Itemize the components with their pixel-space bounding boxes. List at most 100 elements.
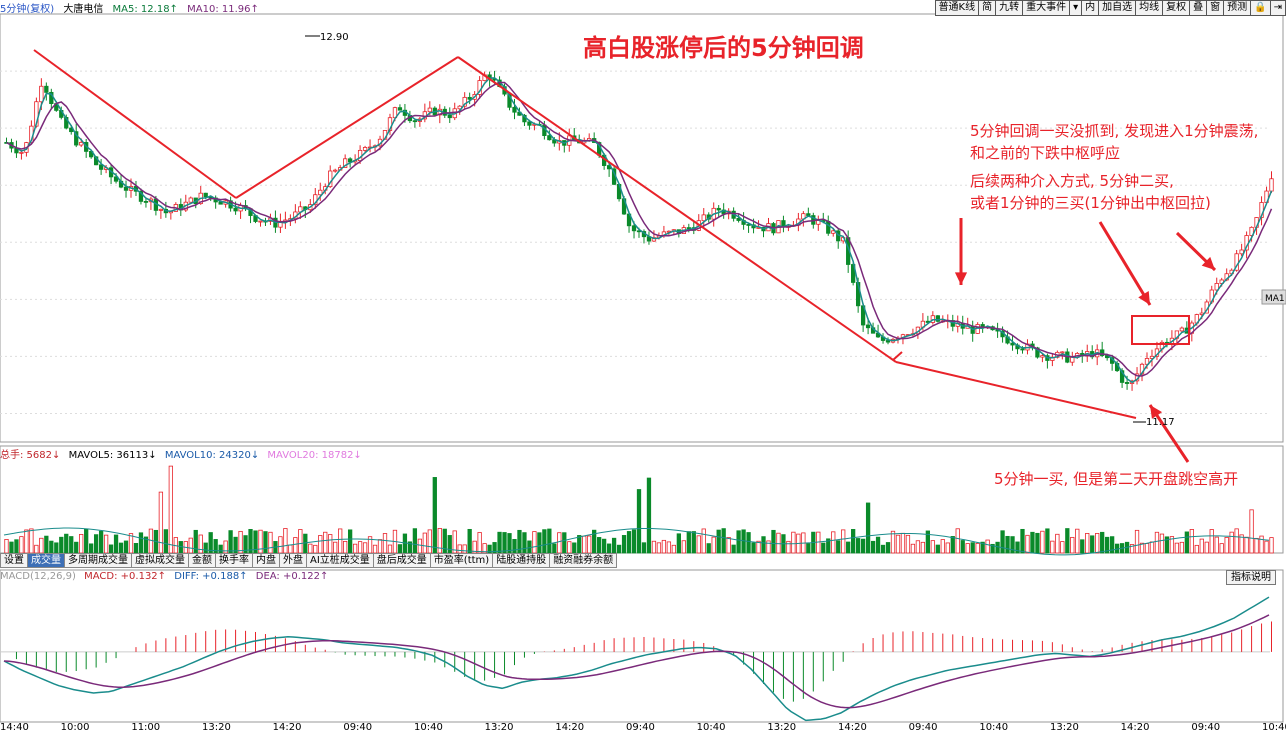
volume-bar-79 (397, 544, 403, 554)
volume-bar-74 (372, 544, 378, 554)
indicator-tab-10[interactable]: 市盈率(ttm) (429, 553, 494, 568)
volume-bar-44 (223, 540, 228, 554)
toolbar-button-2[interactable]: 九转 (995, 0, 1024, 16)
volume-bar-14 (74, 541, 79, 554)
indicator-tab-0[interactable]: 设置 (0, 553, 28, 568)
macd-name: MACD(12,26,9) (0, 571, 76, 582)
toolbar-button-6[interactable]: 加自选 (1098, 0, 1137, 16)
volume-bar-155 (776, 532, 781, 554)
volume-bar-20 (103, 534, 109, 554)
volume-bar-218 (1090, 535, 1095, 554)
candle-body-68 (343, 158, 348, 168)
volume-bar-40 (203, 542, 208, 554)
toolbar-button-7[interactable]: 均线 (1135, 0, 1164, 16)
volume-bar-122 (611, 537, 617, 554)
volume-bar-200 (1000, 530, 1005, 554)
x-tick-label-5: 09:40 (343, 722, 373, 733)
indicator-tab-1[interactable]: 成交量 (27, 553, 65, 568)
toolbar-button-5[interactable]: 内 (1081, 0, 1100, 16)
volume-bar-254 (1269, 537, 1274, 554)
volume-bar-73 (367, 536, 373, 554)
x-tick-label-8: 14:20 (555, 722, 585, 733)
volume-bar-170 (851, 529, 856, 554)
volume-bar-121 (606, 543, 612, 554)
volume-bar-145 (726, 537, 731, 554)
volume-bar-72 (362, 542, 368, 554)
volume-bar-133 (666, 541, 672, 554)
volume-bar-132 (661, 539, 667, 554)
volume-bar-237 (1184, 531, 1189, 554)
candle-body-85 (427, 107, 432, 113)
trend-line-2 (457, 56, 897, 363)
indicator-tab-6[interactable]: 内盘 (252, 553, 280, 568)
toolbar-button-10[interactable]: 窗 (1206, 0, 1225, 16)
indicator-tab-12[interactable]: 融资融券余额 (549, 553, 618, 568)
annotation-note-3: 5分钟一买, 但是第二天开盘跳空高开 (994, 470, 1239, 488)
volume-bar-152 (761, 536, 766, 554)
candle-body-27 (138, 190, 144, 202)
candle-body-248 (1239, 249, 1244, 255)
volume-bar-70 (352, 543, 358, 554)
toolbar-button-3[interactable]: 重大事件 (1022, 0, 1071, 16)
indicator-tab-2[interactable]: 多周期成交量 (64, 553, 132, 568)
high-price-label: 12.90 (320, 32, 349, 43)
volume-bar-61 (308, 543, 313, 554)
chart-annotation-title: 高白股涨停后的5分钟回调 (583, 34, 864, 62)
volume-bar-86 (432, 477, 437, 554)
volume-bar-135 (676, 533, 681, 554)
toolbar-button-8[interactable]: 复权 (1162, 0, 1191, 16)
x-tick-label-14: 10:40 (979, 722, 1009, 733)
volume-bar-239 (1194, 544, 1199, 554)
toolbar-button-11[interactable]: 预测 (1223, 0, 1252, 16)
volume-bar-69 (347, 529, 353, 554)
volume-bar-158 (791, 531, 796, 554)
volume-bar-241 (1204, 541, 1209, 554)
toolbar-button-13[interactable]: ⇥ (1269, 0, 1286, 16)
candle-body-105 (527, 121, 532, 126)
x-tick-label-13: 09:40 (908, 722, 938, 733)
volume-bar-217 (1085, 533, 1090, 554)
indicator-tab-8[interactable]: AI立桩成交量 (306, 553, 374, 568)
annotation-note-2-line-1: 后续两种介入方式, 5分钟二买, (970, 172, 1174, 190)
candle-body-37 (188, 197, 193, 203)
zone-highlight-box (1131, 315, 1190, 345)
period-label[interactable]: 5分钟(复权) (0, 4, 55, 15)
volume-bar-165 (826, 538, 831, 554)
ma-line-ma10 (6, 81, 1273, 377)
candle-body-214 (1070, 356, 1075, 363)
indicator-tab-5[interactable]: 换手率 (215, 553, 253, 568)
indicator-tab-11[interactable]: 陆股通持股 (492, 553, 551, 568)
indicator-tab-7[interactable]: 外盘 (279, 553, 307, 568)
indicator-tab-3[interactable]: 虚拟成交量 (131, 553, 189, 568)
volume-bar-187 (935, 544, 940, 554)
volume-bar-131 (656, 542, 662, 554)
candle-body-89 (447, 114, 452, 119)
volume-bar-233 (1164, 536, 1170, 554)
macd-header: MACD(12,26,9) MACD: +0.132↑ DIFF: +0.188… (0, 571, 333, 582)
volume-bar-101 (507, 533, 512, 554)
volume-bar-199 (995, 541, 1000, 554)
volume-bar-8 (44, 535, 49, 554)
indicator-tab-9[interactable]: 盘后成交量 (372, 553, 431, 568)
toolbar-button-1[interactable]: 简 (978, 0, 997, 16)
volume-bar-195 (975, 542, 980, 554)
toolbar-button-12[interactable]: 🔒 (1250, 0, 1271, 16)
toolbar-button-9[interactable]: 叠 (1189, 0, 1208, 16)
candle-body-102 (512, 106, 517, 113)
volume-bar-208 (1040, 530, 1045, 554)
volume-bar-7 (39, 537, 44, 554)
toolbar-button-0[interactable]: 普通K线 (934, 0, 980, 16)
volume-bar-193 (965, 543, 970, 554)
candle-body-243 (1214, 283, 1219, 291)
volume-bar-13 (69, 536, 74, 554)
volume-mavol10: MAVOL10: 24320↓ (164, 450, 260, 461)
volume-bar-9 (49, 540, 54, 554)
indicator-tab-4[interactable]: 金额 (188, 553, 216, 568)
volume-bar-119 (597, 537, 602, 554)
candle-body-130 (651, 237, 657, 242)
indicator-help-button[interactable]: 指标说明 (1226, 570, 1276, 585)
volume-bar-143 (716, 529, 721, 554)
volume-bar-118 (592, 529, 597, 554)
volume-bar-89 (447, 535, 452, 554)
